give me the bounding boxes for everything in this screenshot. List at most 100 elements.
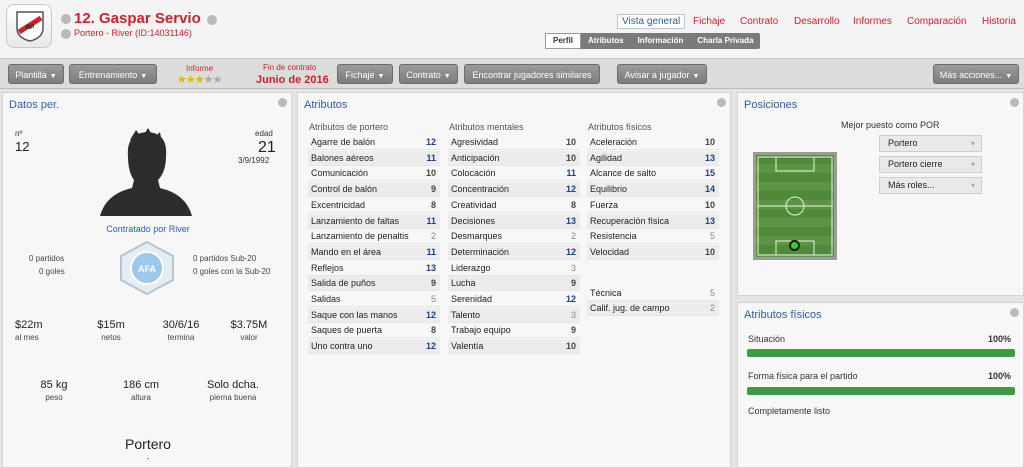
attribute-row[interactable]: Liderazgo 3: [448, 261, 580, 276]
chevron-down-icon[interactable]: [207, 15, 217, 25]
attribute-row[interactable]: Recuperación física 13: [587, 213, 719, 229]
attribute-row[interactable]: Agilidad 13: [587, 150, 719, 166]
attribute-value: 14: [704, 184, 715, 195]
attribute-row[interactable]: Anticipación 10: [448, 150, 580, 166]
more-actions-button[interactable]: Más acciones... ▼: [933, 64, 1019, 84]
panel-options-icon[interactable]: [717, 98, 726, 107]
attribute-row[interactable]: Reflejos 13: [308, 261, 440, 276]
attribute-value: 12: [565, 246, 576, 257]
fichaje-button[interactable]: Fichaje ▼: [337, 64, 393, 84]
tab-contrato[interactable]: Contrato: [740, 16, 779, 27]
attribute-row[interactable]: Agresividad 10: [448, 135, 580, 150]
info-icon[interactable]: [61, 29, 71, 39]
tab-desarrollo[interactable]: Desarrollo: [794, 16, 840, 27]
plantilla-label: Plantilla: [15, 70, 47, 80]
tab-informes[interactable]: Informes: [853, 16, 892, 27]
attribute-row[interactable]: Concentración 12: [448, 182, 580, 198]
attribute-name: Aceleración: [590, 137, 638, 147]
subtab-charla-privada[interactable]: Charla Privada: [697, 36, 754, 45]
contracted-by-link[interactable]: Contratado por River: [106, 224, 190, 234]
rating-stars[interactable]: ★★★★★: [177, 73, 222, 86]
attribute-row[interactable]: Desmarques 2: [448, 229, 580, 245]
attribute-row[interactable]: Valentía 10: [448, 339, 580, 355]
tab-fichaje[interactable]: Fichaje: [693, 16, 726, 27]
attribute-row[interactable]: Lanzamiento de penaltis 2: [308, 229, 440, 245]
attribute-row[interactable]: Fuerza 10: [587, 198, 719, 213]
attribute-row[interactable]: Equilibrio 14: [587, 182, 719, 198]
attribute-value: 3: [570, 262, 576, 273]
subtab-atributos[interactable]: Atributos: [588, 36, 624, 45]
subtab-perfil[interactable]: Perfil: [545, 33, 582, 49]
attribute-name: Uno contra uno: [311, 341, 373, 352]
contract-end-label: termina: [167, 333, 195, 342]
attribute-row[interactable]: Comunicación 10: [308, 166, 440, 182]
attribute-row[interactable]: Resistencia 5: [587, 229, 719, 245]
find-similar-button[interactable]: Encontrar jugadores similares: [464, 64, 600, 84]
attribute-row[interactable]: Agarre de balón 12: [308, 135, 440, 150]
attribute-row[interactable]: Balones aéreos 11: [308, 150, 440, 166]
attribute-row[interactable]: Saques de puerta 8: [308, 323, 440, 339]
info-icon[interactable]: [61, 14, 71, 24]
subtab-informacion[interactable]: Información: [637, 36, 684, 45]
more-roles-dropdown[interactable]: Más roles...: [879, 177, 982, 194]
attribute-row[interactable]: Mando en el área 11: [308, 244, 440, 260]
attribute-value: 2: [570, 231, 576, 242]
attribute-row[interactable]: Aceleración 10: [587, 135, 719, 150]
star-icon: ★: [177, 74, 187, 86]
attribute-value: 10: [565, 341, 576, 352]
attribute-row[interactable]: Creatividad 8: [448, 198, 580, 213]
sweeper-keeper-dropdown[interactable]: Portero cierre: [879, 156, 982, 173]
contract-label: Fin de contrato: [263, 63, 317, 72]
attribute-value: 9: [430, 184, 436, 195]
attribute-row[interactable]: Lucha 9: [448, 276, 580, 292]
attribute-row[interactable]: Decisiones 13: [448, 213, 580, 229]
attribute-name: Agilidad: [590, 152, 623, 163]
attribute-row[interactable]: Determinación 12: [448, 244, 580, 260]
contrato-button[interactable]: Contrato ▼: [399, 64, 458, 84]
attribute-value: 12: [565, 294, 576, 304]
attribute-row[interactable]: Talento 3: [448, 307, 580, 323]
tab-comparacion[interactable]: Comparación: [907, 16, 967, 27]
tab-vista-general[interactable]: Vista general: [617, 14, 686, 29]
panel-options-icon[interactable]: [1010, 308, 1019, 317]
star-icon: ★: [185, 74, 196, 86]
chevron-down-icon: ▼: [443, 73, 451, 80]
attribute-row[interactable]: Lanzamiento de faltas 11: [308, 213, 440, 229]
attribute-row[interactable]: Velocidad 10: [587, 244, 719, 260]
attribute-row[interactable]: Trabajo equipo 9: [448, 323, 580, 339]
tab-historia[interactable]: Historia: [982, 16, 1016, 27]
national-team-badge-icon[interactable]: AFA: [118, 241, 176, 295]
attribute-row[interactable]: Colocación 11: [448, 166, 580, 182]
attribute-row[interactable]: Serenidad 12: [448, 292, 580, 307]
entrenamiento-button[interactable]: Entrenamiento ▼: [69, 64, 157, 84]
panel-options-icon[interactable]: [1010, 98, 1019, 107]
age-label: edad: [255, 129, 273, 138]
foot-value: Solo dcha.: [207, 379, 259, 391]
attribute-row[interactable]: Salida de puños 9: [308, 276, 440, 292]
attribute-name: Lanzamiento de penaltis: [311, 231, 409, 242]
attribute-row[interactable]: Uno contra uno 12: [308, 339, 440, 355]
plantilla-button[interactable]: Plantilla ▼: [8, 64, 64, 84]
player-subtitle[interactable]: Portero - River (ID:14031146): [74, 28, 192, 38]
attribute-row[interactable]: Salidas 5: [308, 292, 440, 307]
attribute-row[interactable]: Saque con las manos 12: [308, 307, 440, 323]
panel-options-icon[interactable]: [278, 98, 287, 107]
avisar-label: Avisar a jugador: [624, 70, 690, 80]
attribute-name: Resistencia: [590, 231, 637, 242]
attribute-row[interactable]: Calif. jug. de campo 2: [587, 301, 719, 317]
attribute-value: 5: [709, 287, 715, 298]
attribute-row[interactable]: Control de balón 9: [308, 182, 440, 198]
attribute-row[interactable]: Excentricidad 8: [308, 198, 440, 213]
shirt-number: 12: [15, 139, 30, 154]
club-crest[interactable]: RP: [6, 4, 52, 48]
role-dropdown[interactable]: Portero: [879, 135, 982, 152]
weight-label: peso: [45, 393, 63, 402]
attribute-row[interactable]: Técnica 5: [587, 286, 719, 301]
attribute-row[interactable]: Alcance de salto 15: [587, 166, 719, 182]
avisar-button[interactable]: Avisar a jugador ▼: [617, 64, 707, 84]
contract-value: Junio de 2016: [256, 74, 329, 86]
attribute-name: Fuerza: [590, 199, 619, 210]
more-actions-label: Más acciones...: [939, 70, 1003, 80]
goalkeeper-position-marker[interactable]: [789, 240, 800, 251]
matches-count: 0 partidos: [29, 254, 65, 263]
